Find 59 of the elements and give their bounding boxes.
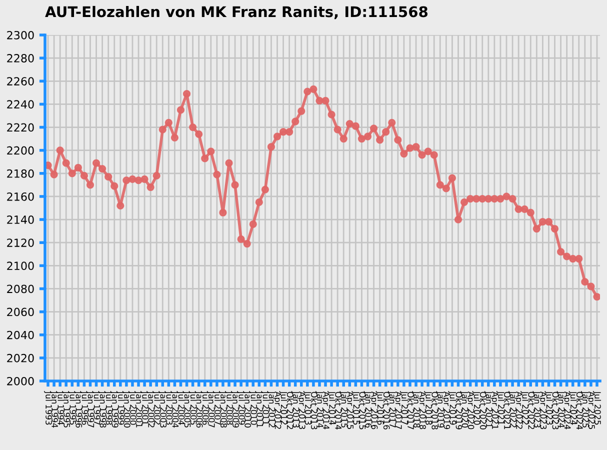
x-tick-label: Jan 2022: [508, 390, 516, 428]
x-tick-label: Okt 2021: [504, 392, 511, 430]
x-tick-label: Okt 2014: [335, 392, 342, 430]
y-tick-label: 2180: [7, 169, 34, 178]
x-tick-label: Jul 2023: [544, 390, 553, 425]
x-tick-label: Jul 2004: [176, 390, 185, 425]
x-tick-label: Okt 2024: [576, 392, 583, 430]
x-tick-label: Jul 1995: [68, 390, 76, 425]
x-tick-label: Jul 2016: [376, 390, 384, 425]
x-tick-label: Jul 2003: [164, 390, 173, 425]
y-tick-label: 2160: [7, 192, 34, 201]
x-tick-label: Jul 2019: [448, 390, 456, 425]
x-tick-label: Jul 1994: [56, 390, 64, 425]
x-tick-label: Okt 2016: [383, 392, 390, 430]
y-tick-label: 2100: [7, 262, 34, 270]
x-tick-label: Jul 2010: [249, 390, 258, 425]
x-tick-label: Jan 2014: [316, 390, 324, 428]
y-tick-label: 2220: [7, 123, 34, 132]
x-tick-label: Jan 2024: [556, 390, 565, 428]
x-tick-label: Jul 2022: [520, 390, 529, 424]
y-tick-label: 2200: [7, 146, 34, 155]
y-tick-label: 2260: [7, 77, 34, 86]
x-tick-label: Jul 1996: [80, 390, 88, 425]
y-tick-label: 2080: [7, 284, 34, 294]
x-tick-label: Jul 1993: [44, 390, 52, 425]
x-tick-label: Okt 2013: [311, 392, 318, 430]
y-tick-label: 2280: [7, 54, 34, 62]
y-tick-label: 2140: [7, 216, 34, 224]
y-tick-label: 2120: [7, 238, 34, 247]
x-tick-label: Jul 2002: [152, 390, 161, 424]
x-tick-label: Jan 2016: [364, 390, 372, 428]
x-tick-label: Jul 2008: [225, 390, 234, 425]
chart-title: AUT-Elozahlen von MK Franz Ranits, ID:111568: [45, 6, 428, 20]
x-tick-label: Okt 2015: [359, 392, 366, 430]
y-tick-label: 2300: [7, 30, 34, 40]
x-tick-label: Jul 2025: [593, 390, 602, 425]
x-tick-label: Jul 2012: [279, 390, 288, 424]
y-tick-label: 2000: [7, 376, 34, 386]
x-tick-label: Okt 2019: [456, 392, 462, 430]
y-tick-label: 2240: [7, 100, 34, 109]
y-tick-label: 2040: [7, 330, 34, 340]
x-tick-label: Jul 2009: [237, 390, 246, 425]
x-tick-label: Jul 2018: [424, 390, 432, 425]
x-tick-label: Okt 2023: [552, 392, 559, 430]
x-tick-label: Okt 2018: [432, 392, 438, 430]
x-tick-label: Okt 2022: [528, 392, 535, 430]
y-tick-label: 2060: [7, 308, 34, 316]
x-tick-label: Jul 1997: [92, 390, 100, 425]
x-tick-label: Jul 2000: [128, 390, 137, 425]
x-tick-label: Jan 2015: [340, 390, 348, 428]
x-tick-label: Jul 2015: [352, 390, 360, 425]
x-tick-label: Okt 2012: [286, 392, 294, 430]
x-tick-label: Okt 2020: [480, 392, 486, 430]
x-tick-label: Okt 2017: [408, 392, 414, 430]
x-tick-label: Jul 2005: [188, 390, 197, 425]
y-tick-label: 2020: [7, 354, 34, 362]
x-tick-label: Jan 2020: [460, 390, 468, 428]
x-tick-label: Jan 2023: [532, 390, 541, 428]
x-tick-label: Jul 2014: [328, 390, 336, 425]
